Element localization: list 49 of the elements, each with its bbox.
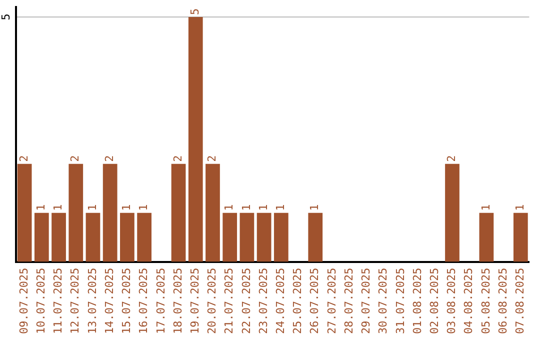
data-label: 1 bbox=[479, 204, 492, 211]
data-label: 1 bbox=[120, 204, 134, 211]
data-label: 1 bbox=[137, 204, 150, 211]
x-tick-label: 24.07.2025 bbox=[274, 268, 288, 334]
x-tick-label: 18.07.2025 bbox=[171, 268, 184, 334]
x-tick-label: 11.07.2025 bbox=[52, 268, 65, 334]
x-tick-label: 07.08.2025 bbox=[514, 268, 527, 334]
data-label: 2 bbox=[102, 155, 116, 162]
x-tick-label: 02.08.2025 bbox=[428, 268, 441, 334]
data-label: 1 bbox=[514, 204, 527, 211]
data-label: 1 bbox=[256, 204, 270, 211]
x-tick-label: 06.08.2025 bbox=[496, 268, 510, 334]
x-tick-label: 04.08.2025 bbox=[462, 268, 476, 334]
data-label: 1 bbox=[274, 204, 288, 211]
x-tick-label: 29.07.2025 bbox=[360, 268, 373, 334]
x-tick-label: 25.07.2025 bbox=[291, 268, 304, 334]
x-tick-label: 31.07.2025 bbox=[394, 268, 407, 334]
x-tick-label: 05.08.2025 bbox=[479, 268, 492, 334]
x-tick-label: 16.07.2025 bbox=[137, 268, 150, 334]
data-label: 2 bbox=[445, 155, 458, 162]
x-tick-label: 23.07.2025 bbox=[256, 268, 270, 334]
x-tick-label: 10.07.2025 bbox=[34, 268, 48, 334]
x-tick-label: 28.07.2025 bbox=[342, 268, 356, 334]
data-label: 2 bbox=[17, 155, 30, 162]
x-tick-label: 21.07.2025 bbox=[222, 268, 236, 334]
x-tick-label: 12.07.2025 bbox=[68, 268, 82, 334]
x-tick-label: 30.07.2025 bbox=[376, 268, 390, 334]
x-tick-label: 15.07.2025 bbox=[120, 268, 134, 334]
x-tick-label: 27.07.2025 bbox=[325, 268, 338, 334]
x-tick-label: 01.08.2025 bbox=[410, 268, 424, 334]
x-tick-label: 03.08.2025 bbox=[445, 268, 458, 334]
data-label: 2 bbox=[206, 155, 219, 162]
data-label: 1 bbox=[222, 204, 236, 211]
data-label: 1 bbox=[240, 204, 253, 211]
x-tick-label: 09.07.2025 bbox=[17, 268, 30, 334]
data-label: 1 bbox=[86, 204, 99, 211]
data-label: 1 bbox=[308, 204, 322, 211]
data-label: 2 bbox=[68, 155, 82, 162]
data-label: 2 bbox=[171, 155, 184, 162]
data-label: 1 bbox=[34, 204, 48, 211]
x-tick-label: 14.07.2025 bbox=[102, 268, 116, 334]
x-tick-label: 20.07.2025 bbox=[206, 268, 219, 334]
x-tick-label: 17.07.2025 bbox=[154, 268, 168, 334]
x-tick-label: 13.07.2025 bbox=[86, 268, 99, 334]
data-label: 5 bbox=[188, 8, 202, 15]
x-tick-label: 26.07.2025 bbox=[308, 268, 322, 334]
x-tick-label: 22.07.2025 bbox=[240, 268, 253, 334]
data-label: 1 bbox=[52, 204, 65, 211]
x-tick-label: 19.07.2025 bbox=[188, 268, 202, 334]
